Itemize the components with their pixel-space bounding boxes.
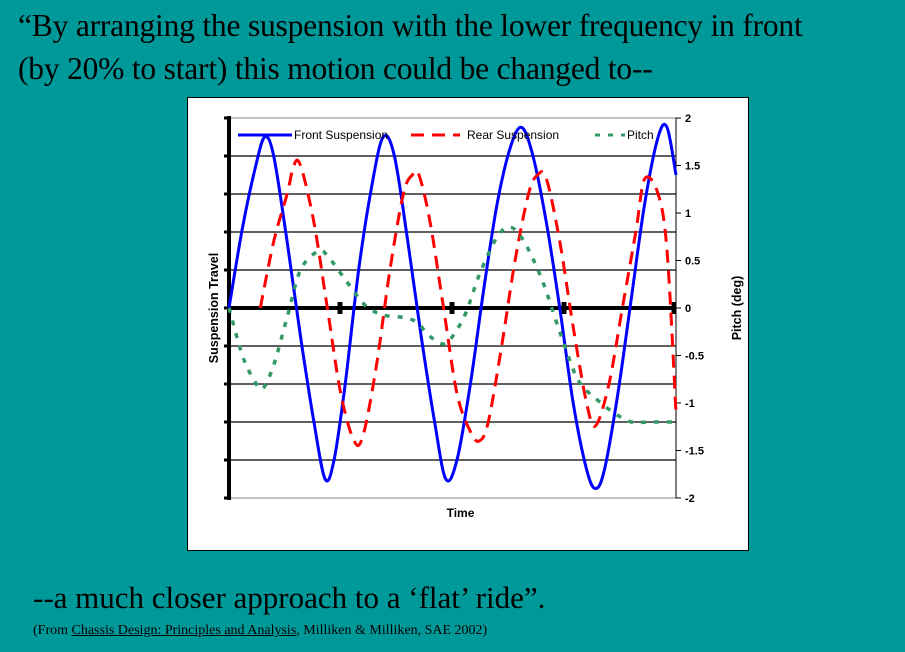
right-axis-tick-label: -1.5	[685, 446, 704, 458]
title-line-2: (by 20% to start) this motion could be c…	[18, 51, 653, 86]
source-prefix: (From	[33, 623, 72, 638]
y2-axis-label: Pitch (deg)	[730, 276, 744, 341]
right-axis-tick-label: 2	[685, 113, 691, 125]
series-front-suspension	[227, 122, 678, 491]
legend-label: Front Suspension	[294, 128, 388, 142]
legend-label: Pitch	[627, 128, 654, 142]
x-axis-label: Time	[447, 506, 475, 520]
x-axis-tick	[671, 302, 677, 314]
slide-title: “By arranging the suspension with the lo…	[18, 4, 898, 90]
x-axis-tick	[337, 302, 343, 314]
x-axis-tick	[561, 302, 567, 314]
series-rear-suspension	[258, 158, 678, 448]
chart-container: 2 1.5 1 0.5 0 -0.5 -1 -1.5 -2 Front Suspension Rea…	[187, 97, 749, 551]
x-axis-tick	[449, 302, 455, 314]
title-line-1: “By arranging the suspension with the lo…	[18, 8, 803, 43]
right-axis-tick-label: -2	[685, 493, 695, 505]
right-axis-tick-label: -1	[685, 398, 695, 410]
right-axis-tick-label: 1	[685, 208, 691, 220]
y-axis-label: Suspension Travel	[207, 253, 221, 363]
right-axis-tick-label: 0	[685, 303, 691, 315]
source-citation: (From Chassis Design: Principles and Ana…	[33, 623, 487, 639]
suspension-chart: 2 1.5 1 0.5 0 -0.5 -1 -1.5 -2 Front Suspension Rea…	[207, 113, 744, 520]
right-axis-tick-label: 1.5	[685, 161, 700, 173]
series-pitch	[227, 225, 676, 425]
slide-caption: --a much closer approach to a ‘flat’ rid…	[33, 580, 546, 615]
right-axis-tick-label: 0.5	[685, 256, 700, 268]
source-suffix: , Milliken & Milliken, SAE 2002)	[296, 623, 488, 638]
source-book-title: Chassis Design: Principles and Analysis	[71, 623, 297, 638]
right-axis-tick-label: -0.5	[685, 351, 704, 363]
legend-label: Rear Suspension	[467, 128, 559, 142]
